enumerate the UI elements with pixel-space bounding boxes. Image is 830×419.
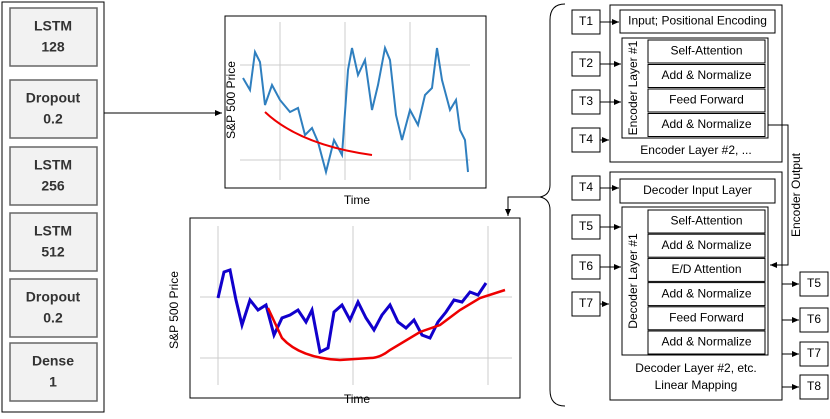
layer-box <box>9 79 98 139</box>
block-label: Add & Normalize <box>661 238 751 252</box>
block-label: Feed Forward <box>669 93 744 107</box>
token: T8 <box>807 379 821 393</box>
layer-param: 0.2 <box>43 111 63 127</box>
layer-box <box>9 7 98 67</box>
block-label: Input; Positional Encoding <box>628 14 767 28</box>
layer-name: Dropout <box>26 289 81 305</box>
block <box>619 178 776 204</box>
token-box <box>799 271 829 297</box>
layer-box <box>9 342 98 402</box>
token-box <box>799 341 829 367</box>
layer-name: Dense <box>32 353 74 369</box>
block-label: Self-Attention <box>670 214 742 228</box>
layer-name: LSTM <box>34 157 72 173</box>
prediction-line <box>266 288 506 362</box>
x-label: Time <box>344 392 371 406</box>
token-box <box>799 374 829 400</box>
token-box <box>571 175 601 201</box>
layer-param: 0.2 <box>43 310 63 326</box>
token: T6 <box>579 259 593 273</box>
final-layer: Linear Mapping <box>655 378 738 392</box>
layer-box <box>9 212 98 272</box>
layer-label: Encoder Layer #1 <box>626 40 640 135</box>
token: T5 <box>579 219 593 233</box>
price-line <box>216 268 488 355</box>
layer-label: Decoder Layer #1 <box>626 233 640 329</box>
block-label: Add & Normalize <box>661 68 751 82</box>
token-box <box>799 307 829 333</box>
block-label: E/D Attention <box>671 262 741 276</box>
price-line <box>242 44 469 176</box>
plot-frame <box>224 15 487 189</box>
layer-box <box>9 278 98 338</box>
token: T1 <box>579 14 593 28</box>
layer-param: 256 <box>41 178 65 194</box>
token: T4 <box>579 132 593 146</box>
layer-name: LSTM <box>34 18 72 34</box>
more-layers: Encoder Layer #2, ... <box>640 143 751 157</box>
encoder-output-link <box>768 124 789 268</box>
block <box>647 88 766 113</box>
brace <box>539 3 566 407</box>
layer-box <box>9 146 98 206</box>
token-box <box>571 51 601 77</box>
token: T5 <box>807 276 821 290</box>
block <box>647 64 766 88</box>
token: T3 <box>579 94 593 108</box>
plot-2: S&P 500 Price Time <box>167 217 521 406</box>
layer-param: 128 <box>41 39 65 55</box>
block <box>647 257 766 282</box>
block <box>647 330 766 355</box>
block-label: Add & Normalize <box>661 117 751 131</box>
layer-name: LSTM <box>34 223 72 239</box>
token: T7 <box>579 296 593 310</box>
block-label: Add & Normalize <box>661 286 751 300</box>
block <box>647 39 766 64</box>
arrow <box>505 196 540 216</box>
more-layers: Decoder Layer #2, etc. <box>635 361 756 375</box>
x-label: Time <box>344 193 371 207</box>
block-label: Self-Attention <box>670 44 742 58</box>
token-box <box>571 9 601 35</box>
token-box <box>571 214 601 240</box>
block <box>647 306 766 331</box>
token: T7 <box>807 346 821 360</box>
token-box <box>571 89 601 115</box>
token-box <box>571 127 601 153</box>
block <box>647 233 766 258</box>
block <box>647 113 766 137</box>
layer-name: Dropout <box>26 90 81 106</box>
block <box>647 209 766 234</box>
prediction-line <box>264 111 373 156</box>
y-label: S&P 500 Price <box>167 271 181 349</box>
y-label: S&P 500 Price <box>224 61 238 139</box>
block-label: Feed Forward <box>669 310 744 324</box>
block-label: Decoder Input Layer <box>643 183 752 197</box>
token: T2 <box>579 56 593 70</box>
block <box>647 282 766 307</box>
link-label: Encoder Output <box>789 152 803 237</box>
block-label: Add & Normalize <box>661 335 751 349</box>
token: T6 <box>807 312 821 326</box>
plot-1: S&P 500 Price Time <box>224 15 487 207</box>
token: T4 <box>579 180 593 194</box>
block <box>619 9 776 34</box>
layer-param: 512 <box>41 244 65 260</box>
layer-param: 1 <box>49 374 57 390</box>
